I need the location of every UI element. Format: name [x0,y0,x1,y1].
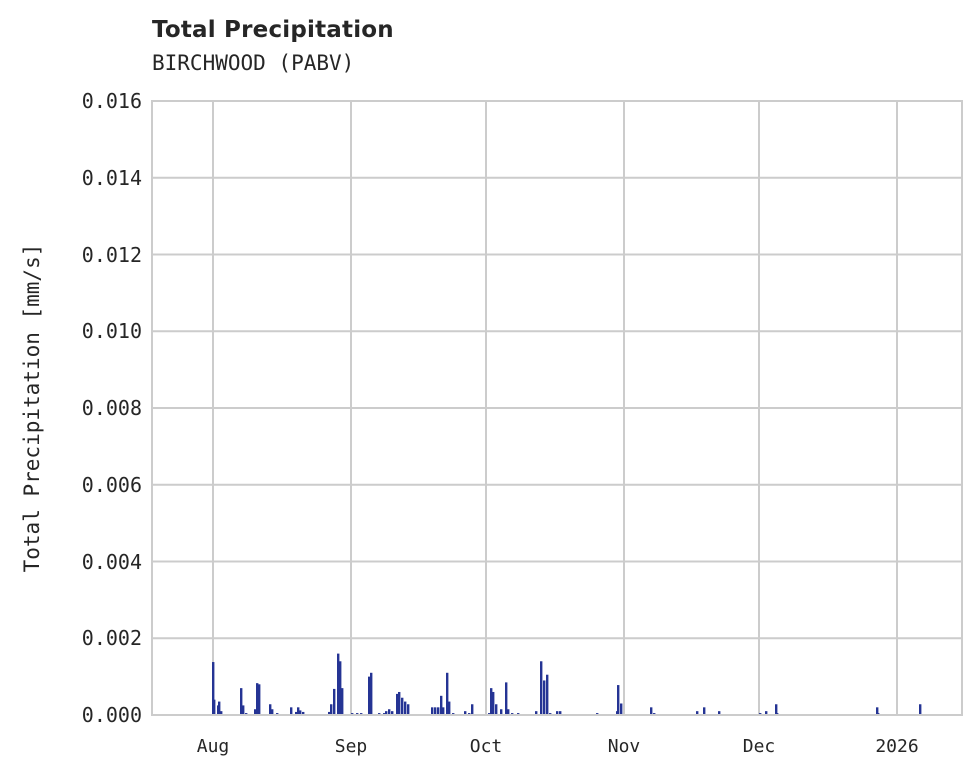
x-tick: Aug [196,736,230,757]
y-tick: 0.016 [81,89,142,113]
chart-title: Total Precipitation [152,17,394,43]
y-tick: 0.014 [81,166,142,190]
precipitation-bars [212,653,922,715]
plot-frame [151,100,963,716]
y-tick: 0.000 [81,703,142,727]
y-tick: 0.010 [81,319,142,343]
x-tick: Nov [607,736,641,757]
x-tick: Oct [469,736,503,757]
y-tick: 0.008 [81,396,142,420]
y-tick: 0.012 [81,243,142,267]
chart-subtitle: BIRCHWOOD (PABV) [152,51,355,75]
x-tick: 2026 [875,736,919,757]
gridlines [152,101,962,715]
y-tick: 0.006 [81,473,142,497]
y-tick: 0.002 [81,626,142,650]
x-tick: Dec [742,736,776,757]
y-tick: 0.004 [81,550,142,574]
x-tick: Sep [334,736,368,757]
